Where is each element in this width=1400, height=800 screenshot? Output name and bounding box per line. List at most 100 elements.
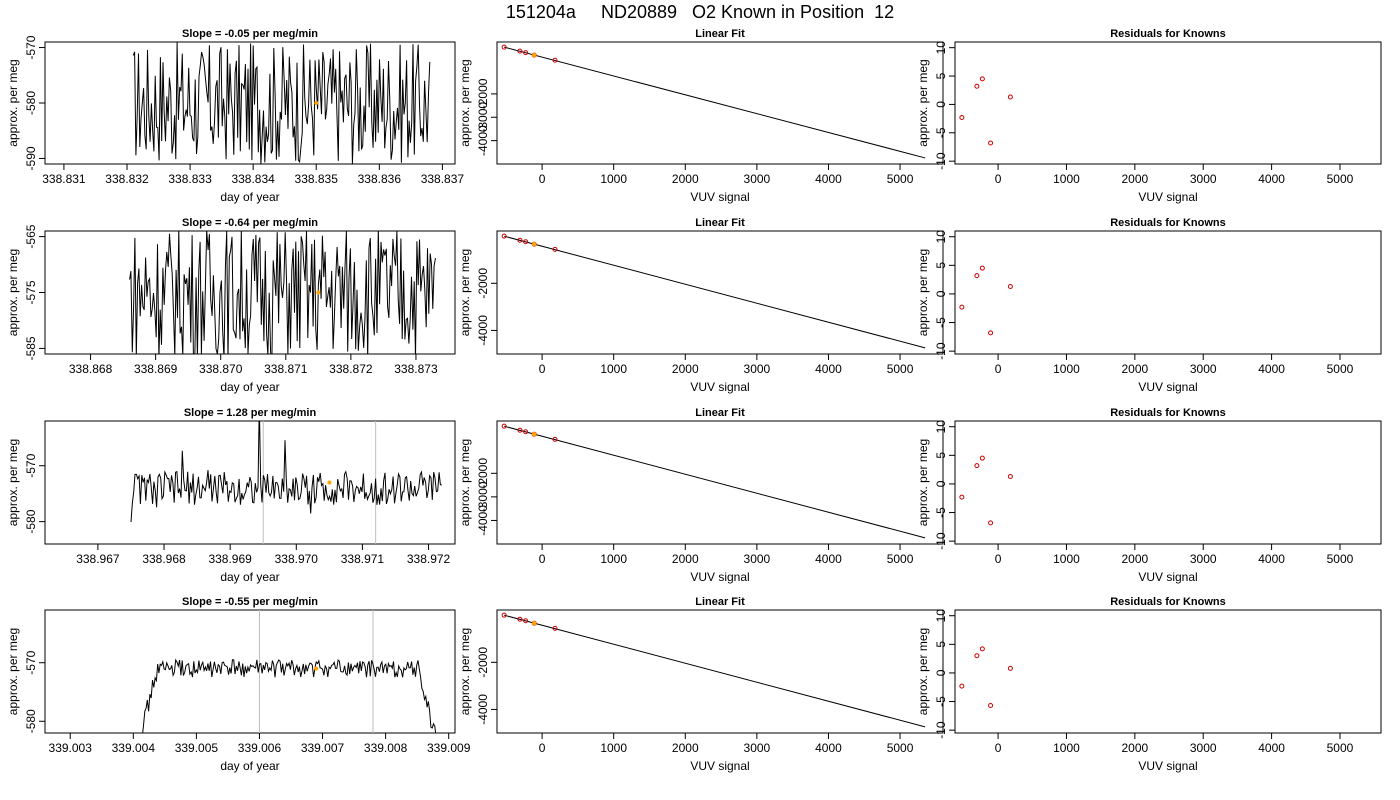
panel-r1c1-xtick-label: 338.835 [295, 172, 339, 186]
panel-r3c2-highlight-point [532, 431, 537, 437]
panel-r3c1-series-line [130, 421, 442, 523]
panel-r3c2-title: Linear Fit [695, 407, 745, 419]
panel-r4c3-frame [954, 609, 1382, 734]
panel-r3c2-xtick-label: 4000 [815, 552, 842, 566]
panel-r2c2-xtick-label: 5000 [887, 362, 914, 376]
panel-r2c3-xtick-label: 0 [995, 362, 1002, 376]
panel-r1c3-xtick-label: 0 [995, 172, 1002, 186]
panel-r3c3-residual-point [979, 455, 985, 461]
panel-r4c2-data-point [517, 616, 523, 622]
panel-r1c1-xtick-label: 338.831 [42, 172, 86, 186]
panel-r4c1-series-line [142, 658, 437, 733]
panel-r4c3-xtick-label: 3000 [1190, 741, 1217, 755]
panel-r3c3-frame [954, 420, 1382, 545]
panel-r4c1-ytick-label: -580 [24, 709, 38, 733]
panel-r1c3-xtick-label: 2000 [1121, 172, 1148, 186]
panel-r1c1-xtick-label: 338.836 [358, 172, 402, 186]
panel-r4c3-residual-point [959, 683, 965, 689]
panel-r3c3-xtick-label: 3000 [1190, 552, 1217, 566]
panel-r2c2-xtick-label: 2000 [672, 362, 699, 376]
panel-r2c3-ytick-label: -10 [934, 342, 948, 360]
panel-r3c3-xlabel: VUV signal [1138, 570, 1197, 584]
panel-r1c3-ytick-label: 0 [934, 101, 948, 108]
panel-r4c3-xtick-label: 5000 [1327, 741, 1354, 755]
panel-r4c3-ylabel: approx. per meg [916, 628, 930, 715]
panel-r4c3-residual-point [979, 646, 985, 652]
panel-r2c2-ytick-label: -2000 [476, 268, 490, 299]
panel-r2c3-ytick-label: 10 [934, 230, 948, 244]
panel-r2c3-xtick-label: 3000 [1190, 362, 1217, 376]
panel-r2c2-xtick-label: 4000 [815, 362, 842, 376]
panel-r2c1-xtick-label: 338.873 [394, 362, 438, 376]
panel-r3c3-ytick-label: 0 [934, 480, 948, 487]
panel-r1c1-xtick-label: 338.834 [231, 172, 275, 186]
panel-r1c2-title: Linear Fit [695, 28, 745, 40]
panel-r2c1-xtick-label: 338.871 [264, 362, 308, 376]
panel-r4c1-xtick-label: 339.009 [427, 741, 471, 755]
panel-r2c1-ytick-label: -575 [24, 280, 38, 304]
panel-r3c3-xtick-label: 5000 [1327, 552, 1354, 566]
panel-r4c2-data-point [501, 612, 507, 618]
panel-r3c3-ytick-label: 10 [934, 420, 948, 434]
panel-r1c3-residual-point [1007, 94, 1013, 100]
panel-r1c2-data-point [501, 44, 507, 50]
panel-r1c2-ytick-label: -4000 [476, 125, 490, 156]
panel-r3c2-ylabel: approx. per meg [458, 439, 472, 526]
panel-r4c2-fit-line [504, 614, 926, 728]
panel-r2c3-residual-point [988, 330, 994, 336]
panel-r3c2-xtick-label: 1000 [600, 552, 627, 566]
panel-r2c1-ytick-label: -565 [24, 224, 38, 248]
panel-r4c1-xtick-label: 339.005 [175, 741, 219, 755]
panel-r3c3-title: Residuals for Knowns [1110, 407, 1226, 419]
panel-r3c2-ytick-label: -4000 [476, 505, 490, 536]
panel-r2c3-xtick-label: 2000 [1121, 362, 1148, 376]
panel-r3c1-ytick-label: -570 [24, 453, 38, 477]
panel-r4c1-title: Slope = -0.55 per meg/min [182, 596, 318, 608]
panel-r1c2-ytick-label: -3000 [476, 102, 490, 133]
panel-r1c1-ytick-label: -570 [24, 35, 38, 59]
panel-r1c3-ytick-label: 10 [934, 41, 948, 55]
panel-r2c3-title: Residuals for Knowns [1110, 217, 1226, 229]
panel-r1c3-residual-point [974, 83, 980, 89]
panel-r2c2-data-point [523, 239, 529, 245]
panel-r2c2-data-point [552, 246, 558, 252]
panel-r3c2-data-point [523, 429, 529, 435]
panel-r2c1-xtick-label: 338.869 [134, 362, 178, 376]
panel-r2c3-ytick-label: 0 [934, 290, 948, 297]
panel-r1c2-xtick-label: 5000 [887, 172, 914, 186]
panel-r4c2-xtick-label: 3000 [744, 741, 771, 755]
panel-r2c1-title: Slope = -0.64 per meg/min [182, 217, 318, 229]
panel-r1c1-ylabel: approx. per meg [6, 59, 20, 146]
panel-r4c3-ytick-label: -5 [934, 696, 948, 707]
panel-r4c3-xtick-label: 1000 [1053, 741, 1080, 755]
panel-r1c3-xlabel: VUV signal [1138, 190, 1197, 204]
panel-r2c3-ytick-label: 5 [934, 262, 948, 269]
panel-r3c2-xtick-label: 2000 [672, 552, 699, 566]
panel-r3c1-xtick-label: 338.967 [76, 552, 120, 566]
panel-r4c1-xtick-label: 339.008 [364, 741, 408, 755]
panel-r1c3-frame [954, 41, 1382, 165]
panel-r4c2-ytick-label: -4000 [476, 694, 490, 725]
panel-r4c3-ytick-label: -10 [934, 721, 948, 739]
panel-r1c2-xlabel: VUV signal [690, 190, 749, 204]
panel-r2c1-xlabel: day of year [220, 380, 279, 394]
panel-r4c2-highlight-point [532, 620, 537, 626]
panel-r2c2-frame [496, 230, 944, 355]
panel-r4c3-ytick-label: 10 [934, 609, 948, 623]
panel-r4c2-xtick-label: 4000 [815, 741, 842, 755]
panel-r2c1-ytick-label: -585 [24, 336, 38, 360]
panel-r3c3-xtick-label: 4000 [1258, 552, 1285, 566]
panel-r2c1-xtick-label: 338.872 [329, 362, 373, 376]
panel-r4c2-ytick-label: -2000 [476, 647, 490, 678]
panel-r1c3-residual-point [988, 140, 994, 146]
panel-r2c2-xlabel: VUV signal [690, 380, 749, 394]
panel-r3c3-ylabel: approx. per meg [916, 439, 930, 526]
panel-r4c1-xlabel: day of year [220, 759, 279, 773]
panel-r3c2-frame [496, 420, 944, 545]
panel-r1c3-ytick-label: 5 [934, 72, 948, 79]
panel-r3c1-xtick-label: 338.968 [142, 552, 186, 566]
panel-r2c2-xtick-label: 0 [539, 362, 546, 376]
panel-r2c2-data-point [517, 237, 523, 243]
panel-r2c3-frame [954, 230, 1382, 355]
panel-r3c3-residual-point [959, 494, 965, 500]
